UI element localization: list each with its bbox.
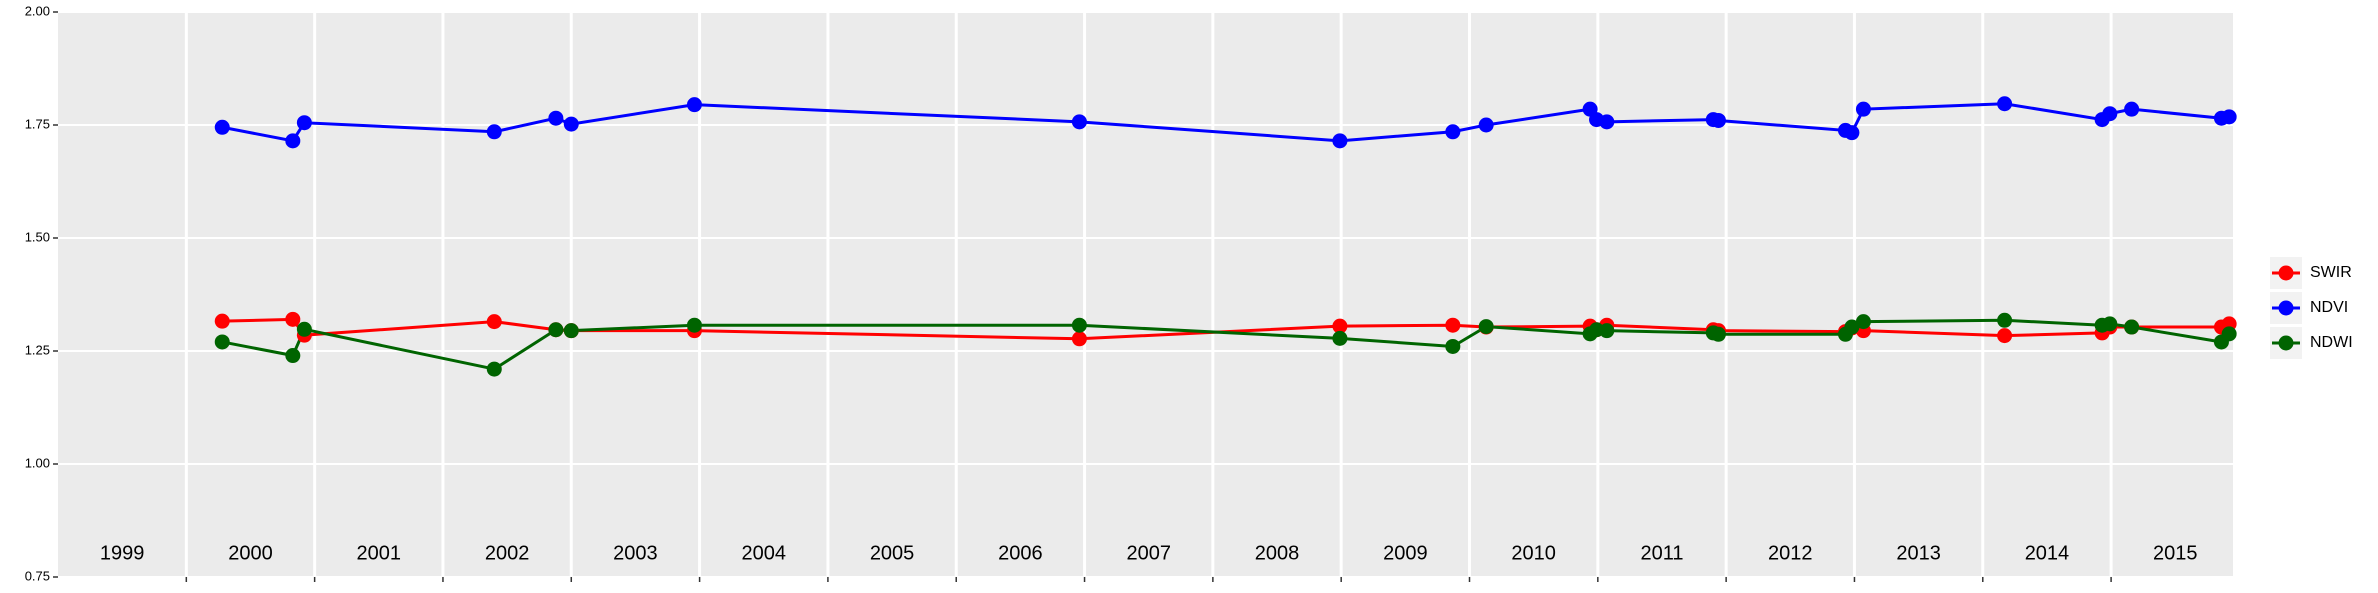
point: [486, 361, 502, 377]
point: [2102, 316, 2118, 332]
point: [1071, 331, 1087, 347]
point: [214, 313, 230, 329]
y-tick-label: 1.75: [25, 116, 50, 131]
point: [1332, 133, 1348, 149]
y-tick-label: 1.25: [25, 342, 50, 357]
legend-label: NDWI: [2310, 334, 2353, 351]
year-label: 2000: [228, 543, 273, 565]
point: [1997, 96, 2013, 112]
legend-point: [2278, 300, 2294, 316]
point: [1071, 317, 1087, 333]
point: [285, 348, 301, 364]
point: [1445, 124, 1461, 140]
point: [1710, 326, 1726, 342]
year-label: 2014: [2025, 543, 2070, 565]
point: [1997, 328, 2013, 344]
year-label: 2008: [1255, 543, 1300, 565]
point: [548, 110, 564, 126]
year-label: 2012: [1768, 543, 1813, 565]
year-label: 2007: [1126, 543, 1171, 565]
year-label: 2011: [1640, 543, 1683, 565]
panel: [58, 12, 2233, 577]
point: [296, 115, 312, 131]
year-label: 2010: [1511, 543, 1556, 565]
legend-label: NDVI: [2310, 299, 2348, 316]
legend-label: SWIR: [2310, 264, 2352, 281]
year-label: 2005: [870, 543, 915, 565]
point: [686, 317, 702, 333]
point: [1445, 317, 1461, 333]
year-label: 2013: [1896, 543, 1941, 565]
point: [563, 116, 579, 132]
point: [1071, 114, 1087, 130]
point: [1844, 125, 1860, 141]
point: [2124, 101, 2140, 117]
point: [285, 133, 301, 149]
point: [563, 323, 579, 339]
point: [1478, 319, 1494, 335]
point: [1445, 338, 1461, 354]
point: [486, 124, 502, 140]
point: [2102, 106, 2118, 122]
point: [548, 322, 564, 338]
y-tick-label: 2.00: [25, 3, 50, 18]
year-label: 2009: [1383, 543, 1428, 565]
point: [1332, 330, 1348, 346]
point: [1855, 101, 1871, 117]
legend-point: [2278, 335, 2294, 351]
point: [1599, 114, 1615, 130]
legend-point: [2278, 265, 2294, 281]
y-tick-label: 1.00: [25, 455, 50, 470]
point: [285, 311, 301, 327]
year-label: 2002: [485, 543, 530, 565]
point: [1332, 318, 1348, 334]
point: [686, 97, 702, 113]
point: [1710, 112, 1726, 128]
y-tick-label: 1.50: [25, 229, 50, 244]
year-label: 1999: [100, 543, 145, 565]
point: [486, 314, 502, 330]
point: [1855, 314, 1871, 330]
year-label: 2004: [742, 543, 787, 565]
year-label: 2003: [613, 543, 658, 565]
year-label: 2015: [2153, 543, 2198, 565]
point: [214, 119, 230, 135]
point: [1997, 312, 2013, 328]
point: [1599, 323, 1615, 339]
point: [2221, 326, 2237, 342]
point: [1478, 117, 1494, 133]
year-label: 2006: [998, 543, 1043, 565]
point: [2124, 319, 2140, 335]
point: [1844, 319, 1860, 335]
point: [2221, 109, 2237, 125]
year-label: 2001: [357, 543, 402, 565]
y-tick-label: 0.75: [25, 568, 50, 583]
point: [296, 321, 312, 337]
point: [214, 334, 230, 350]
